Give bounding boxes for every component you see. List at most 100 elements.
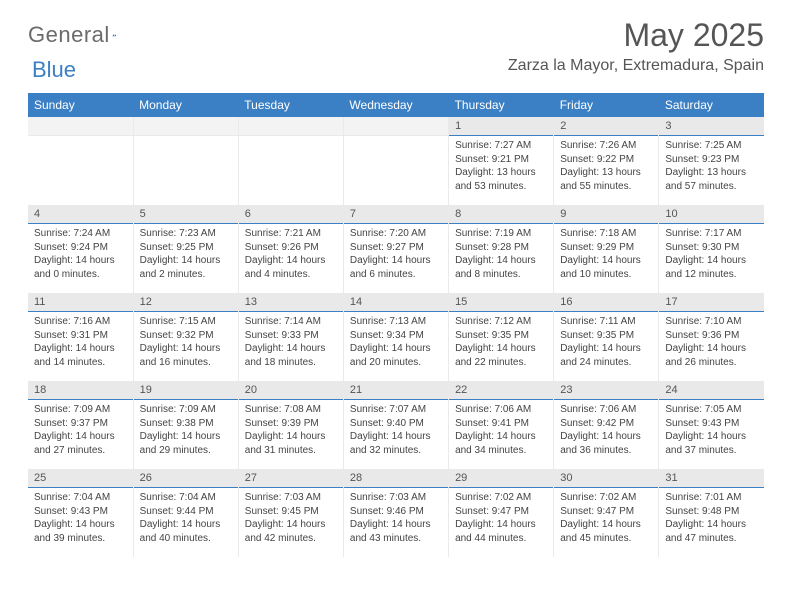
sunset-line: Sunset: 9:41 PM [455,417,547,431]
sunset-line: Sunset: 9:24 PM [34,241,127,255]
calendar-cell [28,117,133,205]
sunset-line: Sunset: 9:22 PM [560,153,652,167]
day-header: Wednesday [343,93,448,117]
day-number: 17 [659,293,764,312]
sunset-line: Sunset: 9:33 PM [245,329,337,343]
sunrise-line: Sunrise: 7:11 AM [560,315,652,329]
sunset-line: Sunset: 9:45 PM [245,505,337,519]
day-body: Sunrise: 7:09 AMSunset: 9:38 PMDaylight:… [134,400,238,461]
sunset-line: Sunset: 9:31 PM [34,329,127,343]
sunrise-line: Sunrise: 7:25 AM [665,139,758,153]
calendar-week: 18Sunrise: 7:09 AMSunset: 9:37 PMDayligh… [28,381,764,469]
calendar-cell: 23Sunrise: 7:06 AMSunset: 9:42 PMDayligh… [554,381,659,469]
sunset-line: Sunset: 9:25 PM [140,241,232,255]
calendar-cell: 4Sunrise: 7:24 AMSunset: 9:24 PMDaylight… [28,205,133,293]
daylight-line: Daylight: 14 hours and 34 minutes. [455,430,547,457]
day-body: Sunrise: 7:03 AMSunset: 9:45 PMDaylight:… [239,488,343,549]
day-number: 21 [344,381,448,400]
calendar-cell: 30Sunrise: 7:02 AMSunset: 9:47 PMDayligh… [554,469,659,557]
calendar-cell [133,117,238,205]
sunrise-line: Sunrise: 7:06 AM [455,403,547,417]
day-number: 16 [554,293,658,312]
calendar-cell: 21Sunrise: 7:07 AMSunset: 9:40 PMDayligh… [343,381,448,469]
day-number: 15 [449,293,553,312]
sunrise-line: Sunrise: 7:04 AM [140,491,232,505]
calendar-cell: 15Sunrise: 7:12 AMSunset: 9:35 PMDayligh… [449,293,554,381]
day-header-row: Sunday Monday Tuesday Wednesday Thursday… [28,93,764,117]
day-number: 14 [344,293,448,312]
day-body: Sunrise: 7:12 AMSunset: 9:35 PMDaylight:… [449,312,553,373]
day-body: Sunrise: 7:16 AMSunset: 9:31 PMDaylight:… [28,312,133,373]
calendar-cell: 31Sunrise: 7:01 AMSunset: 9:48 PMDayligh… [659,469,764,557]
daylight-line: Daylight: 13 hours and 53 minutes. [455,166,547,193]
day-body: Sunrise: 7:17 AMSunset: 9:30 PMDaylight:… [659,224,764,285]
sunrise-line: Sunrise: 7:26 AM [560,139,652,153]
daylight-line: Daylight: 14 hours and 10 minutes. [560,254,652,281]
day-number: 5 [134,205,238,224]
daylight-line: Daylight: 14 hours and 8 minutes. [455,254,547,281]
sunset-line: Sunset: 9:37 PM [34,417,127,431]
day-body: Sunrise: 7:26 AMSunset: 9:22 PMDaylight:… [554,136,658,197]
title-block: May 2025 Zarza la Mayor, Extremadura, Sp… [508,18,764,75]
sunset-line: Sunset: 9:23 PM [665,153,758,167]
day-number: 12 [134,293,238,312]
calendar-cell: 1 Sunrise: 7:27 AMSunset: 9:21 PMDaylight… [449,117,554,205]
daylight-line: Daylight: 14 hours and 6 minutes. [350,254,442,281]
daylight-line: Daylight: 14 hours and 24 minutes. [560,342,652,369]
calendar-week: 4Sunrise: 7:24 AMSunset: 9:24 PMDaylight… [28,205,764,293]
sunset-line: Sunset: 9:21 PM [455,153,547,167]
day-body: Sunrise: 7:25 AMSunset: 9:23 PMDaylight:… [659,136,764,197]
sunset-line: Sunset: 9:39 PM [245,417,337,431]
sunset-line: Sunset: 9:36 PM [665,329,758,343]
day-body: Sunrise: 7:20 AMSunset: 9:27 PMDaylight:… [344,224,448,285]
calendar-cell: 27Sunrise: 7:03 AMSunset: 9:45 PMDayligh… [238,469,343,557]
daylight-line: Daylight: 14 hours and 42 minutes. [245,518,337,545]
sunrise-line: Sunrise: 7:23 AM [140,227,232,241]
sunrise-line: Sunrise: 7:01 AM [665,491,758,505]
daylight-line: Daylight: 14 hours and 43 minutes. [350,518,442,545]
day-body: Sunrise: 7:21 AMSunset: 9:26 PMDaylight:… [239,224,343,285]
calendar-cell: 25Sunrise: 7:04 AMSunset: 9:43 PMDayligh… [28,469,133,557]
sunrise-line: Sunrise: 7:21 AM [245,227,337,241]
day-body: Sunrise: 7:11 AMSunset: 9:35 PMDaylight:… [554,312,658,373]
day-number [344,117,448,136]
sunrise-line: Sunrise: 7:08 AM [245,403,337,417]
day-number: 20 [239,381,343,400]
day-body: Sunrise: 7:04 AMSunset: 9:44 PMDaylight:… [134,488,238,549]
sunrise-line: Sunrise: 7:17 AM [665,227,758,241]
sunrise-line: Sunrise: 7:27 AM [455,139,547,153]
sunset-line: Sunset: 9:48 PM [665,505,758,519]
daylight-line: Daylight: 14 hours and 22 minutes. [455,342,547,369]
day-number: 1 [449,117,553,136]
day-body: Sunrise: 7:09 AMSunset: 9:37 PMDaylight:… [28,400,133,461]
sunset-line: Sunset: 9:40 PM [350,417,442,431]
calendar-cell: 2Sunrise: 7:26 AMSunset: 9:22 PMDaylight… [554,117,659,205]
calendar-cell: 18Sunrise: 7:09 AMSunset: 9:37 PMDayligh… [28,381,133,469]
day-body: Sunrise: 7:06 AMSunset: 9:41 PMDaylight:… [449,400,553,461]
sunset-line: Sunset: 9:28 PM [455,241,547,255]
day-number: 10 [659,205,764,224]
day-body: Sunrise: 7:24 AMSunset: 9:24 PMDaylight:… [28,224,133,285]
day-body: Sunrise: 7:18 AMSunset: 9:29 PMDaylight:… [554,224,658,285]
sunset-line: Sunset: 9:27 PM [350,241,442,255]
calendar-cell: 29Sunrise: 7:02 AMSunset: 9:47 PMDayligh… [449,469,554,557]
sunrise-line: Sunrise: 7:24 AM [34,227,127,241]
sunrise-line: Sunrise: 7:19 AM [455,227,547,241]
day-number: 26 [134,469,238,488]
calendar-cell: 10Sunrise: 7:17 AMSunset: 9:30 PMDayligh… [659,205,764,293]
calendar-week: 1Sunrise: 7:27 AMSunset: 9:21 PMDaylight… [28,117,764,205]
calendar-cell: 6Sunrise: 7:21 AMSunset: 9:26 PMDaylight… [238,205,343,293]
daylight-line: Daylight: 14 hours and 45 minutes. [560,518,652,545]
day-body: Sunrise: 7:07 AMSunset: 9:40 PMDaylight:… [344,400,448,461]
day-number: 11 [28,293,133,312]
daylight-line: Daylight: 14 hours and 4 minutes. [245,254,337,281]
logo: General [28,22,138,48]
daylight-line: Daylight: 14 hours and 2 minutes. [140,254,232,281]
day-header: Monday [133,93,238,117]
day-number: 25 [28,469,133,488]
day-number: 8 [449,205,553,224]
daylight-line: Daylight: 13 hours and 57 minutes. [665,166,758,193]
day-number: 19 [134,381,238,400]
sunrise-line: Sunrise: 7:13 AM [350,315,442,329]
sunrise-line: Sunrise: 7:14 AM [245,315,337,329]
